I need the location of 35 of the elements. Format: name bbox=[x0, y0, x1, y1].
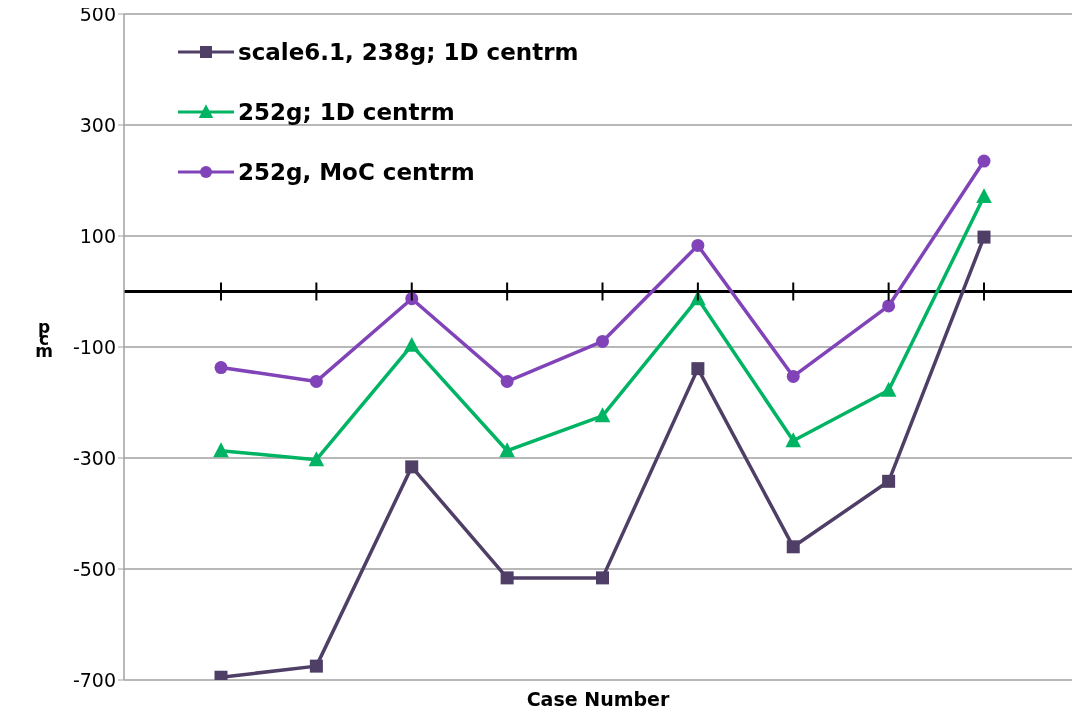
point bbox=[309, 374, 323, 388]
point bbox=[213, 442, 229, 458]
point bbox=[785, 432, 802, 448]
y-tick-label: -300 bbox=[72, 446, 116, 469]
y-tick-label: -700 bbox=[72, 668, 116, 691]
y-tick-label: -100 bbox=[72, 335, 116, 358]
point bbox=[403, 336, 420, 352]
point bbox=[499, 442, 515, 458]
point bbox=[691, 362, 705, 376]
legend-label: 252g, MoC centrm bbox=[238, 159, 475, 185]
point bbox=[882, 474, 896, 488]
point bbox=[594, 407, 611, 423]
point bbox=[786, 369, 800, 383]
point bbox=[691, 238, 705, 252]
point bbox=[500, 374, 514, 388]
point bbox=[405, 460, 419, 474]
point bbox=[214, 361, 228, 375]
point bbox=[596, 334, 609, 348]
point bbox=[976, 188, 992, 204]
y-tick-label: 100 bbox=[79, 224, 116, 247]
legend-label: 252g; 1D centrm bbox=[238, 99, 455, 125]
point bbox=[786, 540, 800, 554]
point bbox=[500, 571, 514, 585]
point bbox=[880, 381, 897, 397]
point bbox=[308, 451, 325, 467]
point bbox=[977, 154, 991, 168]
x-axis-title: Case Number bbox=[526, 688, 670, 710]
y-axis-title: pcm bbox=[35, 317, 53, 361]
y-tick-label: -500 bbox=[72, 557, 116, 580]
y-tick-label: 300 bbox=[79, 113, 116, 136]
point bbox=[977, 230, 991, 244]
legend-label: scale6.1, 238g; 1D centrm bbox=[238, 39, 579, 65]
point bbox=[309, 659, 323, 673]
point bbox=[596, 571, 609, 585]
point bbox=[882, 299, 896, 313]
